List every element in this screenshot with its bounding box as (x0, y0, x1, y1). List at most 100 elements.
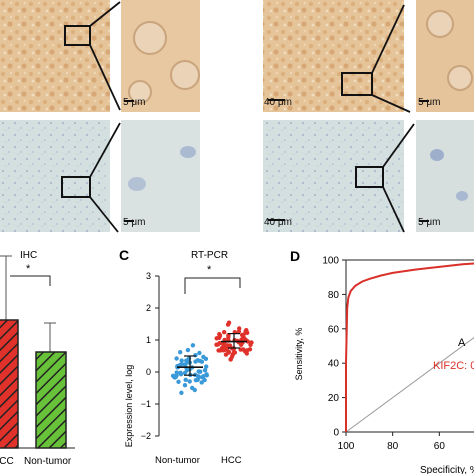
data-point (204, 364, 209, 369)
y-tick-label: −2 (141, 431, 151, 441)
significance-star: * (26, 263, 31, 275)
data-point (185, 347, 191, 353)
data-point (245, 348, 250, 353)
data-point (176, 379, 181, 384)
data-point (182, 383, 188, 388)
data-point (201, 354, 206, 360)
x-axis-label: Specificity, % (420, 465, 474, 474)
data-point (179, 358, 184, 363)
y-tick-label: 2 (146, 303, 151, 313)
scale-label: 5 μm (418, 217, 441, 228)
cell-nucleus (133, 21, 167, 55)
data-point (202, 368, 208, 373)
micrograph-nontumor-inset-left (121, 120, 200, 232)
data-point (225, 322, 231, 327)
reference-diagonal (345, 337, 474, 433)
data-point (192, 387, 197, 393)
data-point (226, 335, 231, 340)
y-tick-label: 0 (146, 367, 151, 377)
data-point (187, 379, 192, 384)
data-point (193, 353, 198, 358)
scale-label: 5 μm (123, 217, 146, 228)
scale-label: 5 μm (418, 97, 441, 108)
x-tick-label: Non-tumor (24, 456, 72, 467)
data-point (172, 375, 177, 380)
data-point (226, 349, 232, 355)
data-point (238, 342, 244, 347)
zoom-line (382, 123, 415, 168)
bar-non-tumor (35, 351, 67, 449)
cell-nucleus (128, 80, 152, 104)
cell-nucleus (180, 146, 196, 158)
data-point (195, 374, 201, 379)
data-point (225, 343, 230, 348)
plot-frame (345, 259, 474, 433)
cell-nucleus (426, 10, 454, 38)
data-point (195, 377, 200, 382)
x-tick-label: HCC (221, 455, 242, 466)
cell-nucleus (430, 149, 444, 161)
x-tick-label: 60 (434, 441, 446, 452)
data-point (183, 377, 188, 382)
y-tick-label: −1 (141, 399, 151, 409)
data-point (195, 358, 200, 363)
micrograph-grid (0, 0, 474, 233)
y-tick-label: 1 (146, 335, 151, 345)
significance-bracket (184, 277, 241, 294)
data-point (236, 329, 242, 334)
panel-letter: C (119, 247, 129, 263)
zoom-box (61, 176, 91, 198)
x-tick-label: 80 (387, 441, 399, 452)
y-tick-label: 100 (322, 256, 339, 267)
data-point (184, 368, 190, 373)
data-point (174, 356, 179, 361)
zoom-line (371, 4, 405, 74)
data-point (201, 374, 206, 379)
panel-letter: D (290, 248, 300, 264)
data-point (241, 336, 246, 342)
micrograph-nontumor-overview-right (263, 120, 404, 232)
data-point (231, 350, 237, 355)
y-axis-label: Sensitivity, % (294, 328, 304, 381)
y-tick-label: 80 (328, 290, 340, 301)
micrograph-nontumor-overview-left (0, 120, 110, 232)
chart-title: RT-PCR (191, 250, 228, 261)
zoom-line (89, 196, 119, 233)
data-point (248, 342, 253, 347)
zoom-box (341, 72, 373, 96)
y-tick-label: 40 (328, 359, 340, 370)
data-point (178, 350, 183, 355)
data-point (217, 333, 223, 338)
data-point (217, 340, 222, 346)
zoom-line (89, 1, 121, 27)
data-point (202, 377, 207, 383)
cell-nucleus (170, 60, 200, 90)
data-point (178, 370, 183, 375)
data-point (243, 328, 248, 334)
y-tick-label: 60 (328, 324, 340, 335)
cell-nucleus (456, 191, 468, 201)
micrograph-nontumor-inset-right (416, 120, 474, 232)
data-point (218, 348, 223, 353)
chart-title: IHC (20, 250, 37, 261)
x-tick-label: Non-tumor (155, 455, 200, 466)
y-tick-label: 0 (333, 428, 339, 439)
zoom-line (382, 186, 405, 233)
zoom-box (355, 166, 384, 188)
legend-text: A (458, 337, 466, 349)
data-point (197, 350, 202, 356)
data-point (190, 343, 196, 348)
micrograph-hcc-overview-right (263, 0, 404, 112)
scale-label: 40 μm (264, 217, 292, 228)
data-point (184, 358, 189, 363)
roc-curve (345, 262, 474, 432)
data-point (222, 330, 227, 335)
significance-star: * (207, 264, 212, 276)
zoom-line (89, 44, 121, 111)
micrograph-hcc-overview-left (0, 0, 110, 112)
scale-label: 40 μm (264, 97, 292, 108)
data-point (204, 373, 209, 378)
significance-bracket (10, 275, 51, 286)
